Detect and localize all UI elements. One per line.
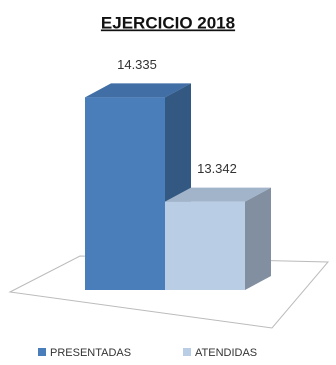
legend-swatch <box>38 348 46 356</box>
bar-top <box>85 83 191 98</box>
bar-top <box>165 187 271 202</box>
bar-side-shade <box>245 187 271 290</box>
data-label: 13.342 <box>197 161 237 176</box>
data-label: 14.335 <box>117 57 157 72</box>
bar-top-shade <box>165 187 271 202</box>
bar-side <box>245 187 271 290</box>
bar-top-shade <box>85 83 191 98</box>
legend-label: ATENDIDAS <box>195 347 257 359</box>
bar <box>165 201 245 290</box>
bar <box>85 97 165 290</box>
chart-title: EJERCICIO 2018 <box>101 13 235 32</box>
legend-swatch <box>183 348 191 356</box>
legend-label: PRESENTADAS <box>50 347 131 359</box>
